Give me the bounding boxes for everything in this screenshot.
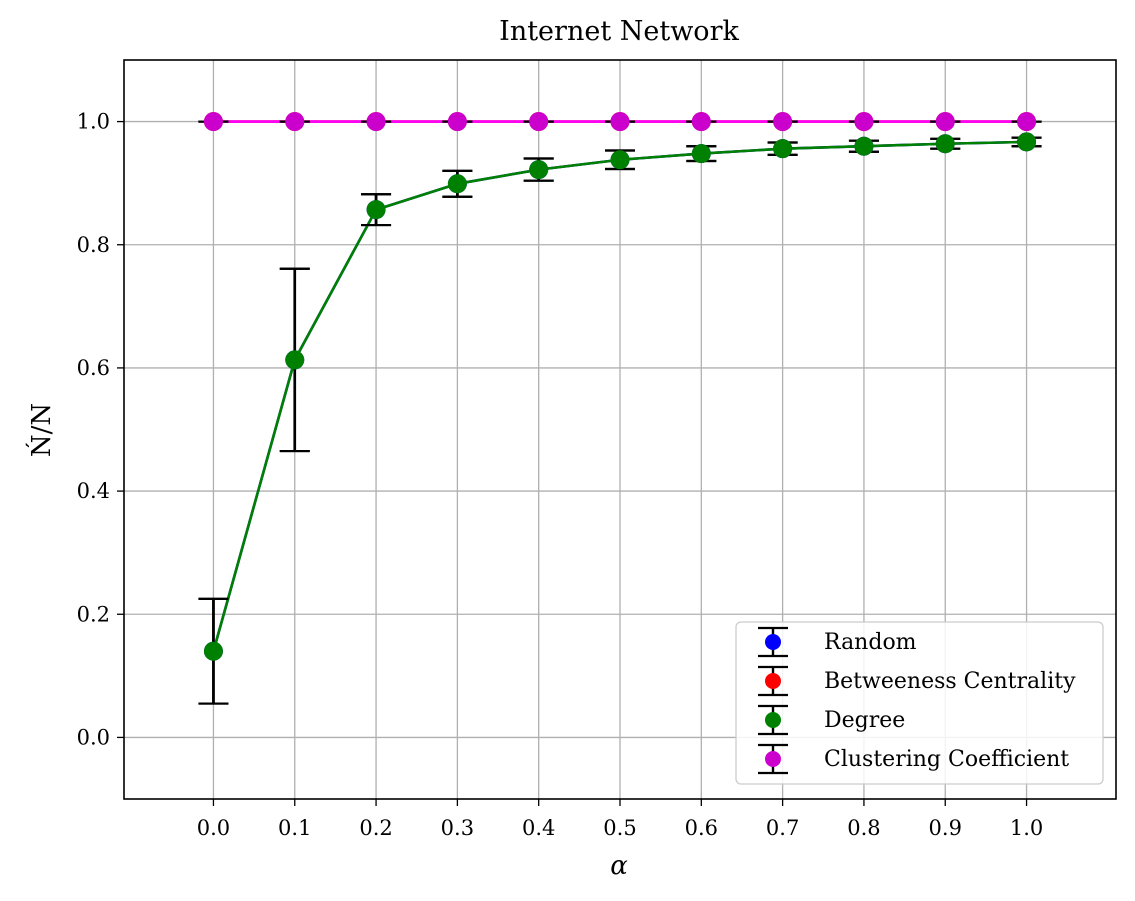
y-tick-label: 0.2 [77,602,110,626]
data-point [610,150,630,170]
data-point [203,112,223,132]
y-axis-label: Ń/N [25,403,57,457]
plot-series [198,112,1042,705]
x-tick-label: 0.5 [603,816,636,840]
data-point [366,200,386,220]
series-2 [198,132,1042,705]
data-point [773,112,793,132]
legend-label: Random [824,630,917,655]
y-tick-label: 0.0 [77,725,110,749]
legend-item: Betweeness Centrality [758,665,1076,697]
legend-label: Betweeness Centrality [824,669,1076,694]
x-tick-label: 0.8 [847,816,880,840]
x-tick-label: 0.7 [766,816,799,840]
data-point [1017,112,1037,132]
data-point [691,144,711,164]
x-axis-label: α [610,851,628,881]
data-point [854,112,874,132]
series-3 [198,112,1042,132]
data-point [691,112,711,132]
legend: Random Betweeness Centrality Degree Cluster… [735,621,1104,785]
data-point [285,350,305,370]
x-tick-label: 0.3 [441,816,474,840]
legend-label: Clustering Coefficient [824,747,1069,772]
legend-item: Degree [758,704,905,736]
data-point [935,112,955,132]
x-tick-label: 0.4 [522,816,555,840]
x-tick-label: 0.6 [685,816,718,840]
data-point [854,136,874,156]
legend-marker [765,751,781,767]
data-point [1017,132,1037,152]
data-point [610,112,630,132]
legend-item: Random [758,626,917,658]
x-tick-label: 1.0 [1010,816,1043,840]
data-point [529,160,549,180]
legend-marker [765,673,781,689]
x-tick-label: 0.2 [359,816,392,840]
y-tick-label: 0.6 [77,356,110,380]
data-point [773,139,793,159]
data-point [935,134,955,154]
x-tick-label: 0.9 [929,816,962,840]
data-point [366,112,386,132]
legend-marker [765,712,781,728]
data-point [529,112,549,132]
chart-title: Internet Network [499,16,739,47]
data-point [447,174,467,194]
legend-label: Degree [824,708,905,733]
y-tick-label: 1.0 [77,110,110,134]
data-point [285,112,305,132]
x-tick-label: 0.1 [278,816,311,840]
legend-item: Clustering Coefficient [758,743,1069,775]
y-tick-label: 0.8 [77,233,110,257]
data-point [203,641,223,661]
y-tick-label: 0.4 [77,479,110,503]
x-tick-label: 0.0 [197,816,230,840]
legend-box [735,621,1104,785]
data-point [447,112,467,132]
legend-marker [765,634,781,650]
axis-ticks: 0.0 0.1 0.2 0.3 0.4 0.5 0.6 0.7 0.8 0.9 1.0 0.0 0.2 0… [77,110,1044,840]
